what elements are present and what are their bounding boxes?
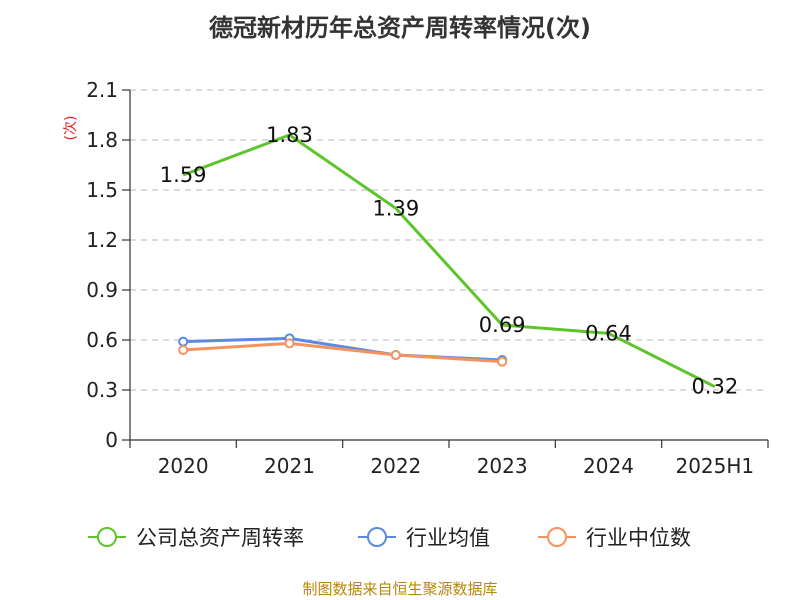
data-label: 1.83 (266, 123, 313, 147)
data-label: 1.39 (372, 196, 419, 220)
data-point (178, 336, 189, 347)
data-label: 0.32 (691, 375, 738, 399)
data-point (284, 338, 295, 349)
data-point (390, 350, 401, 360)
data-point (497, 356, 508, 367)
y-tick-label: 0.3 (86, 378, 118, 402)
series-line (183, 341, 503, 364)
data-source-note: 制图数据来自恒生聚源数据库 (302, 580, 498, 598)
x-tick-label: 2025H1 (675, 454, 754, 478)
data-point (178, 345, 189, 355)
y-tick-label: 1.2 (86, 228, 118, 252)
y-tick-label: 0.6 (86, 328, 118, 352)
y-tick-label: 1.5 (86, 178, 118, 202)
y-tick-label: 1.8 (86, 128, 118, 152)
legend-label: 公司总资产周转率 (136, 526, 304, 550)
y-tick-label: 2.1 (86, 78, 118, 102)
data-label: 0.64 (585, 321, 632, 345)
axes: 0 0.3 0.6 0.9 1.2 1.5 1.8 2.1 2020 2021 2022 2023 20… (86, 78, 769, 478)
series-group: 1.59 1.83 1.39 0.69 0.64 0.32 (160, 123, 738, 399)
x-tick-label: 2020 (158, 454, 209, 478)
legend: 公司总资产周转率 行业均值 行业中位数 (88, 526, 691, 550)
y-tick-label: 0.9 (86, 278, 118, 302)
legend-marker-icon (367, 527, 387, 547)
series-line (182, 133, 716, 389)
x-tick-label: 2021 (264, 454, 315, 478)
legend-marker-icon (97, 527, 117, 547)
data-label: 1.59 (160, 163, 207, 187)
x-tick-label: 2022 (370, 454, 421, 478)
legend-label: 行业中位数 (586, 526, 691, 550)
chart-title: 德冠新材历年总资产周转率情况(次) (209, 14, 591, 42)
y-tick-label: 0 (105, 428, 118, 452)
x-tick-label: 2023 (477, 454, 528, 478)
data-label: 0.69 (479, 313, 526, 337)
grid-lines (130, 89, 768, 391)
y-axis-unit-label: (次) (63, 116, 79, 141)
legend-marker-icon (547, 527, 567, 547)
legend-label: 行业均值 (406, 526, 490, 550)
x-tick-label: 2024 (583, 454, 634, 478)
